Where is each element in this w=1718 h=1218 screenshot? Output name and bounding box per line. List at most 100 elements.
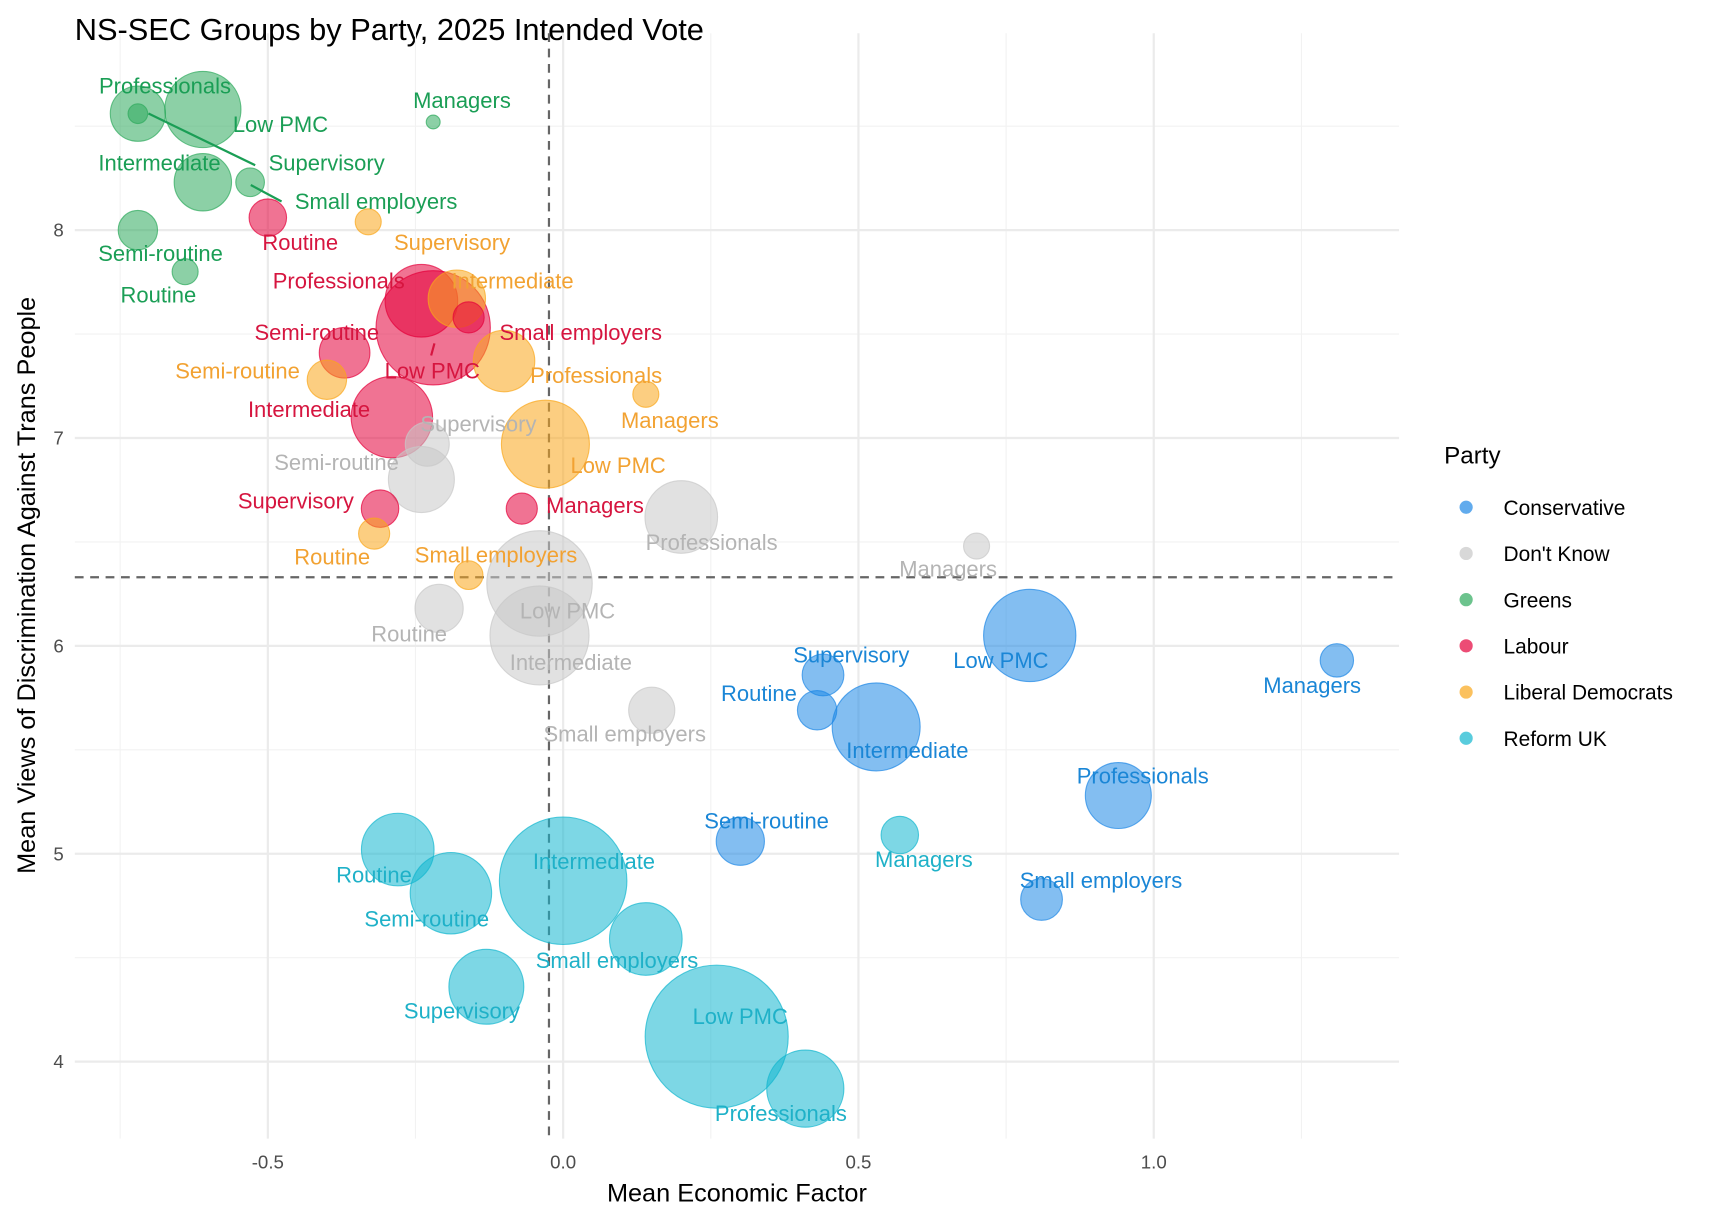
label-conservative-intermediate: Intermediate — [846, 738, 968, 763]
label-greens-routine: Routine — [120, 283, 196, 308]
label-don-t-know-supervisory: Supervisory — [420, 411, 536, 436]
point-liberal-democrats-professionals — [472, 329, 536, 393]
point-labour-small-employers — [452, 301, 485, 334]
legend-swatch-conservative — [1459, 500, 1473, 514]
point-don-t-know-routine — [414, 583, 464, 634]
legend-swatch-don-t-know — [1459, 546, 1473, 561]
label-liberal-democrats-supervisory: Supervisory — [394, 230, 510, 255]
label-labour-semi-routine: Semi-routine — [254, 320, 379, 345]
label-greens-professionals: Professionals — [99, 74, 231, 99]
label-liberal-democrats-small-employers: Small employers — [415, 542, 578, 567]
point-liberal-democrats-low-pmc — [500, 399, 590, 489]
label-don-t-know-low-pmc: Low PMC — [520, 598, 615, 623]
point-conservative-semi-routine — [715, 816, 765, 866]
legend-label-reform-uk: Reform UK — [1504, 728, 1607, 751]
label-don-t-know-professionals: Professionals — [646, 530, 778, 555]
point-don-t-know-professionals — [644, 480, 719, 554]
point-liberal-democrats-supervisory — [354, 208, 382, 236]
label-don-t-know-intermediate: Intermediate — [510, 650, 632, 675]
label-greens-semi-routine: Semi-routine — [98, 241, 223, 266]
reference-lines — [74, 33, 1400, 1139]
legend-title: Party — [1444, 442, 1501, 469]
points — [109, 70, 1355, 1128]
label-don-t-know-semi-routine: Semi-routine — [274, 450, 399, 475]
point-reform-uk-managers — [880, 815, 920, 855]
label-conservative-supervisory: Supervisory — [793, 642, 909, 667]
label-reform-uk-intermediate: Intermediate — [533, 849, 655, 874]
point-greens-semi-routine — [117, 209, 159, 251]
point-liberal-democrats-small-employers — [453, 560, 484, 591]
y-tick-label: 6 — [53, 635, 63, 656]
label-labour-routine: Routine — [262, 230, 338, 255]
point-labour-routine — [248, 198, 288, 237]
point-liberal-democrats-routine — [358, 517, 391, 550]
label-greens-small-employers: Small employers — [295, 189, 458, 214]
point-reform-uk-intermediate — [498, 816, 628, 946]
x-tick-label: -0.5 — [252, 1151, 284, 1172]
label-liberal-democrats-low-pmc: Low PMC — [570, 453, 665, 478]
label-greens-supervisory: Supervisory — [269, 151, 385, 176]
point-greens-intermediate — [173, 153, 233, 212]
x-tick-label: 0.5 — [845, 1151, 871, 1172]
label-liberal-democrats-semi-routine: Semi-routine — [175, 359, 300, 384]
legend-label-liberal-democrats: Liberal Democrats — [1504, 682, 1673, 705]
point-greens-supervisory — [127, 103, 149, 125]
point-greens-small-employers — [235, 167, 265, 198]
label-reform-uk-small-employers: Small employers — [536, 948, 699, 973]
legend: Party Conservative Don't Know Greens Labour… — [1444, 442, 1673, 751]
label-don-t-know-routine: Routine — [371, 621, 447, 646]
point-reform-uk-routine — [360, 812, 435, 887]
label-greens-intermediate: Intermediate — [98, 151, 220, 176]
label-conservative-managers: Managers — [1263, 673, 1361, 698]
axis-ticks: -0.5 0.0 0.5 1.0 4 5 6 7 8 — [53, 220, 1166, 1173]
point-conservative-small-employers — [1020, 878, 1063, 921]
label-leader-lines — [148, 112, 436, 356]
x-tick-label: 0.0 — [550, 1151, 576, 1172]
label-liberal-democrats-intermediate: Intermediate — [451, 268, 573, 293]
legend-swatch-reform-uk — [1459, 731, 1473, 745]
point-conservative-routine — [796, 690, 838, 731]
label-liberal-democrats-professionals: Professionals — [530, 363, 662, 388]
label-labour-small-employers: Small employers — [499, 320, 662, 345]
point-labour-managers — [505, 492, 538, 525]
legend-label-greens: Greens — [1504, 589, 1572, 612]
point-don-t-know-small-employers — [628, 686, 676, 734]
point-conservative-managers — [1319, 643, 1355, 678]
leader-line — [250, 184, 283, 203]
label-conservative-routine: Routine — [721, 681, 797, 706]
y-axis-label: Mean Views of Discrimination Against Tra… — [13, 297, 41, 874]
chart-title: NS-SEC Groups by Party, 2025 Intended Vo… — [75, 12, 704, 47]
label-labour-managers: Managers — [546, 493, 644, 518]
label-reform-uk-low-pmc: Low PMC — [693, 1004, 788, 1029]
label-reform-uk-supervisory: Supervisory — [404, 999, 520, 1024]
y-tick-label: 8 — [53, 220, 63, 241]
label-labour-intermediate: Intermediate — [248, 397, 370, 422]
x-axis-label: Mean Economic Factor — [607, 1179, 867, 1207]
leader-line — [430, 343, 436, 356]
label-conservative-professionals: Professionals — [1077, 763, 1209, 788]
label-conservative-low-pmc: Low PMC — [953, 648, 1048, 673]
point-conservative-intermediate — [831, 682, 921, 772]
point-reform-uk-supervisory — [448, 948, 525, 1025]
point-don-t-know-supervisory — [404, 421, 450, 467]
point-reform-uk-professionals — [766, 1049, 845, 1128]
label-reform-uk-semi-routine: Semi-routine — [364, 906, 489, 931]
label-reform-uk-routine: Routine — [336, 862, 412, 887]
x-tick-label: 1.0 — [1141, 1151, 1167, 1172]
y-tick-label: 7 — [53, 428, 63, 449]
legend-label-labour: Labour — [1504, 636, 1569, 659]
label-don-t-know-small-employers: Small employers — [543, 722, 706, 747]
point-greens-managers — [425, 114, 441, 130]
label-liberal-democrats-routine: Routine — [294, 544, 370, 569]
label-labour-professionals: Professionals — [273, 268, 405, 293]
label-conservative-semi-routine: Semi-routine — [704, 808, 829, 833]
y-tick-label: 5 — [53, 843, 63, 864]
legend-swatch-greens — [1459, 593, 1473, 607]
legend-swatch-liberal-democrats — [1459, 685, 1473, 699]
label-don-t-know-managers: Managers — [899, 557, 997, 582]
label-labour-low-pmc: Low PMC — [385, 359, 480, 384]
point-conservative-low-pmc — [983, 588, 1077, 683]
label-reform-uk-managers: Managers — [875, 847, 973, 872]
legend-swatch-labour — [1459, 639, 1473, 653]
